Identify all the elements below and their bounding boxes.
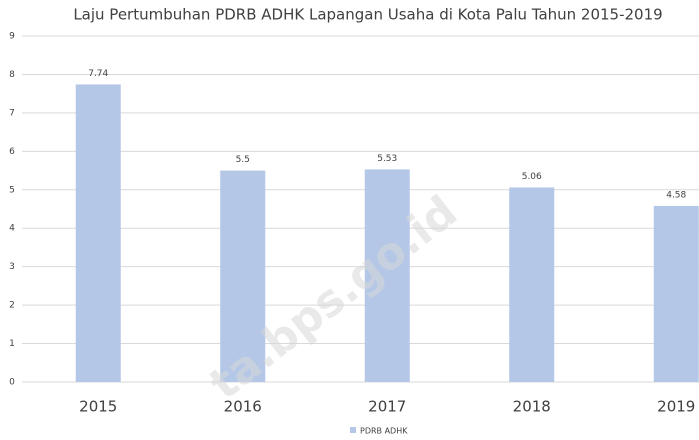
x-tick-label: 2017 — [368, 398, 406, 416]
y-tick-label: 5 — [9, 185, 15, 195]
bar — [509, 187, 555, 382]
y-tick-label: 0 — [9, 378, 15, 388]
x-tick-label: 2019 — [657, 398, 695, 416]
y-tick-label: 9 — [9, 32, 15, 42]
x-tick-label: 2018 — [513, 398, 551, 416]
x-tick-label: 2016 — [224, 398, 262, 416]
y-tick-label: 3 — [9, 262, 15, 272]
y-tick-label: 6 — [9, 147, 15, 157]
data-label: 5.5 — [236, 155, 250, 165]
y-tick-label: 7 — [9, 108, 15, 118]
bar — [75, 84, 121, 382]
y-tick-label: 4 — [9, 224, 15, 234]
data-label: 4.58 — [666, 190, 686, 200]
x-tick-label: 2015 — [79, 398, 117, 416]
data-label: 5.06 — [522, 172, 542, 182]
legend-label: PDRB ADHK — [360, 427, 408, 436]
data-label: 7.74 — [88, 69, 108, 79]
bar — [220, 170, 266, 382]
data-label: 5.53 — [377, 154, 397, 164]
y-tick-label: 8 — [9, 70, 15, 80]
bar — [364, 169, 410, 382]
y-tick-label: 1 — [9, 339, 15, 349]
bar — [653, 205, 699, 382]
legend-swatch — [350, 427, 356, 433]
y-tick-label: 2 — [9, 301, 15, 311]
chart-title: Laju Pertumbuhan PDRB ADHK Lapangan Usah… — [73, 6, 662, 24]
